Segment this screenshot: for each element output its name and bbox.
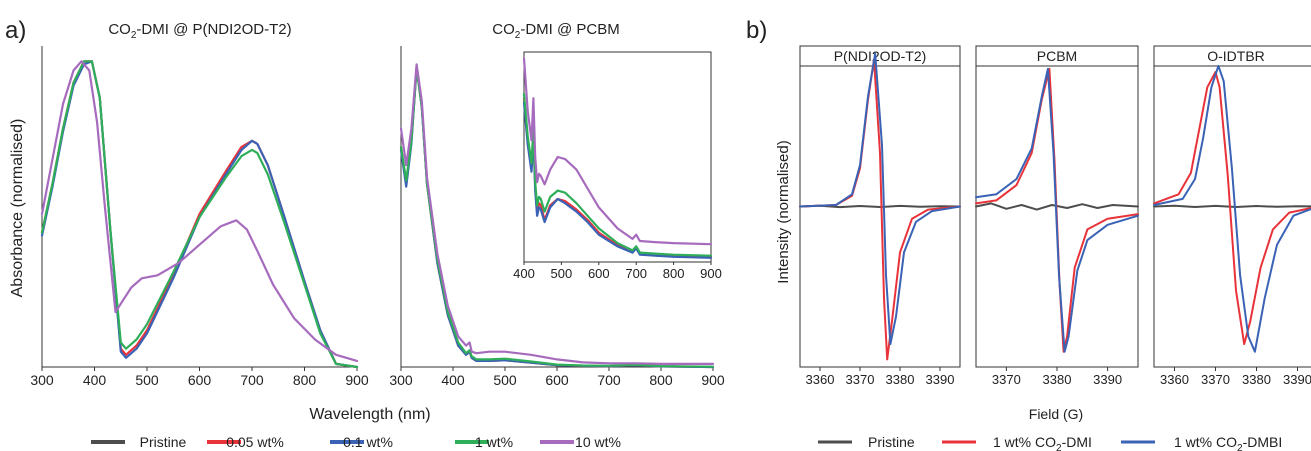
x-tick-label: 3390 bbox=[926, 372, 955, 387]
x-tick-label: 3380 bbox=[1242, 372, 1271, 387]
legend-label: Pristine bbox=[140, 434, 187, 450]
series-line bbox=[1153, 64, 1311, 353]
panel-a-left-title: CO2-DMI @ P(NDI2OD-T2) bbox=[108, 21, 291, 41]
x-tick-label: 400 bbox=[441, 372, 465, 388]
series-line bbox=[975, 202, 1139, 211]
panel-title: O-IDTBR bbox=[1207, 48, 1265, 64]
x-tick-label: 3370 bbox=[1201, 372, 1230, 387]
series-line bbox=[975, 67, 1139, 353]
x-tick-label: 3390 bbox=[1283, 372, 1311, 387]
x-tick-label: 500 bbox=[551, 266, 573, 281]
x-tick-label: 700 bbox=[625, 266, 647, 281]
chart-abs_pcbm: 300 400 500 600 700 800 900 bbox=[389, 46, 725, 388]
x-tick-label: 700 bbox=[240, 372, 264, 388]
x-tick-label: 300 bbox=[30, 372, 54, 388]
series-line bbox=[40, 60, 359, 369]
legend-label: 0.1 wt% bbox=[343, 434, 393, 450]
legend-a: Pristine 0.05 wt% 0.1 wt% 1 wt% 10 wt% bbox=[91, 434, 621, 450]
series-line bbox=[1153, 71, 1311, 346]
chart-epr_oidtbr: O-IDTBR 3360 3370 3380 3390 bbox=[1153, 45, 1311, 387]
chart-epr_pcbm: PCBM 3370 3380 3390 bbox=[975, 45, 1139, 387]
x-tick-label: 3390 bbox=[1093, 372, 1122, 387]
panel-title: PCBM bbox=[1037, 48, 1077, 64]
x-tick-label: 400 bbox=[83, 372, 107, 388]
legend-label: 1 wt% CO2-DMI bbox=[993, 434, 1092, 451]
x-tick-label: 900 bbox=[700, 266, 722, 281]
x-tick-label: 3360 bbox=[1160, 372, 1189, 387]
series-line bbox=[799, 52, 961, 346]
x-tick-label: 3380 bbox=[1043, 372, 1072, 387]
x-tick-label: 3370 bbox=[992, 372, 1021, 387]
inset-frame bbox=[523, 51, 712, 263]
panel-title: P(NDI2OD-T2) bbox=[834, 48, 927, 64]
x-tick-label: 3370 bbox=[846, 372, 875, 387]
series-line bbox=[40, 60, 359, 369]
legend-b: Pristine 1 wt% CO2-DMI 1 wt% CO2-DMBI bbox=[818, 434, 1282, 451]
x-tick-label: 500 bbox=[493, 372, 517, 388]
x-tick-label: 600 bbox=[188, 372, 212, 388]
legend-label: 1 wt% CO2-DMBI bbox=[1174, 434, 1282, 451]
panel-a-x-label: Wavelength (nm) bbox=[309, 406, 430, 423]
series-line bbox=[40, 60, 359, 362]
x-tick-label: 800 bbox=[663, 266, 685, 281]
x-tick-label: 900 bbox=[701, 372, 725, 388]
x-tick-label: 3360 bbox=[806, 372, 835, 387]
x-tick-label: 800 bbox=[293, 372, 317, 388]
panel-b-y-label: Intensity (normalised) bbox=[775, 140, 792, 283]
x-tick-label: 800 bbox=[649, 372, 673, 388]
series-line bbox=[522, 57, 713, 246]
legend-label: Pristine bbox=[868, 434, 915, 450]
chart-abs_polymer: 300 400 500 600 700 800 900 bbox=[30, 46, 369, 388]
legend-label: 0.05 wt% bbox=[226, 434, 284, 450]
panel-a-label: a) bbox=[5, 17, 26, 44]
panel-b-x-label: Field (G) bbox=[1029, 406, 1083, 422]
x-tick-label: 700 bbox=[597, 372, 621, 388]
legend-label: 10 wt% bbox=[575, 434, 621, 450]
chart-epr_polymer: P(NDI2OD-T2) 3360 3370 3380 3390 bbox=[799, 45, 961, 387]
series-line bbox=[399, 63, 715, 365]
x-tick-label: 500 bbox=[135, 372, 159, 388]
series-line bbox=[40, 60, 359, 369]
x-tick-label: 600 bbox=[545, 372, 569, 388]
x-tick-label: 300 bbox=[389, 372, 413, 388]
x-tick-label: 600 bbox=[588, 266, 610, 281]
x-tick-label: 3380 bbox=[886, 372, 915, 387]
chart-abs_pcbm_inset: 400 500 600 700 800 900 bbox=[513, 51, 722, 281]
panel-b-label: b) bbox=[746, 17, 767, 44]
legend-label: 1 wt% bbox=[475, 434, 513, 450]
plots: 300 400 500 600 700 800 900 300 400 500 600 700 800 9… bbox=[30, 45, 1311, 388]
x-tick-label: 400 bbox=[513, 266, 535, 281]
panel-a-y-label: Absorbance (normalised) bbox=[9, 119, 26, 298]
series-line bbox=[1153, 204, 1311, 208]
panel-a-right-title: CO2-DMI @ PCBM bbox=[492, 21, 619, 41]
x-tick-label: 900 bbox=[345, 372, 369, 388]
